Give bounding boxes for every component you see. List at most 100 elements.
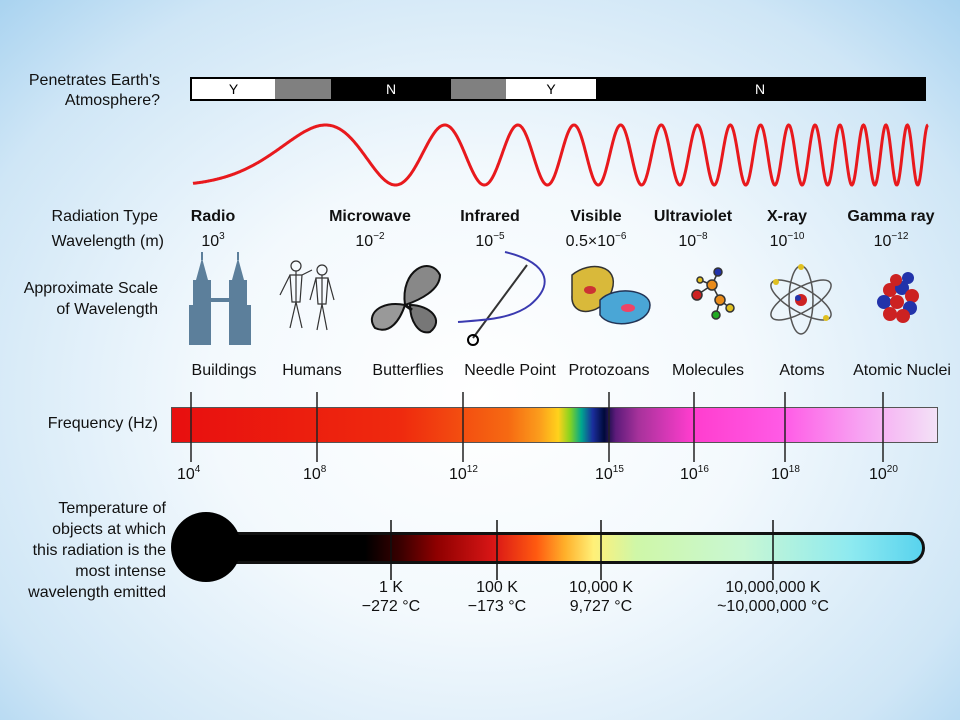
- frequency-exponent: 15: [612, 464, 624, 475]
- frequency-base: 10: [303, 466, 321, 483]
- radiation-type-name: Infrared: [460, 208, 520, 225]
- atmosphere-segment: N: [596, 79, 924, 99]
- wavelength-exponent: −5: [493, 231, 505, 242]
- wavelength-base: 10: [201, 233, 220, 250]
- radiation-type-name: Ultraviolet: [653, 208, 733, 225]
- frequency-tick-label: 1012: [449, 464, 478, 484]
- frequency-base: 10: [449, 466, 467, 483]
- atmosphere-segment: [451, 79, 506, 99]
- wavelength-value: 10−10: [769, 231, 805, 251]
- scale-name: Buildings: [191, 362, 257, 379]
- frequency-exponent: 20: [886, 464, 898, 475]
- frequency-tick-label: 104: [177, 464, 201, 484]
- wavelength-exponent: −2: [373, 231, 385, 242]
- temperature-label-line1: Temperature of: [58, 500, 166, 517]
- wavelength-exponent: −10: [787, 231, 805, 242]
- wavelength-exponent: 3: [219, 231, 225, 242]
- temperature-kelvin: 10,000 K: [568, 579, 634, 596]
- temperature-ticks: [390, 520, 774, 580]
- scale-name: Atoms: [779, 362, 825, 379]
- temperature-celsius: −173 °C: [467, 598, 527, 615]
- frequency-base: 10: [680, 466, 698, 483]
- wavelength-exponent: −8: [696, 231, 708, 242]
- temperature-label-line5: wavelength emitted: [28, 584, 166, 601]
- temperature-celsius: 9,727 °C: [569, 598, 633, 615]
- protozoan-icon: [571, 265, 651, 325]
- temperature-label-line2: objects at which: [52, 521, 166, 538]
- frequency-exponent: 16: [697, 464, 709, 475]
- frequency-exponent: 4: [194, 464, 201, 475]
- radiation-type-name: Visible: [570, 208, 622, 225]
- frequency-base: 10: [595, 466, 613, 483]
- scale-name: Protozoans: [568, 362, 650, 379]
- wavelength-value: 10−12: [873, 231, 909, 251]
- wavelength-base: 10: [678, 233, 697, 250]
- radiation-type-name: Microwave: [329, 208, 411, 225]
- temperature-kelvin: 100 K: [476, 579, 518, 596]
- scale-label-line1: Approximate Scale: [23, 280, 158, 297]
- wavelength-base: 10: [769, 233, 788, 250]
- frequency-tick-label: 1016: [680, 464, 709, 484]
- wavelength-value: 10−5: [475, 231, 505, 251]
- temperature-label-line3: this radiation is the: [32, 542, 166, 559]
- wavelength-value: 103: [201, 231, 225, 251]
- radiation-type-name: X-ray: [766, 208, 808, 225]
- temperature-kelvin: 10,000,000 K: [725, 579, 821, 596]
- nucleus-icon: [877, 272, 919, 323]
- buildings-icon: [189, 252, 251, 345]
- thermometer-tube: [205, 532, 925, 564]
- scale-name: Butterflies: [372, 362, 444, 379]
- scale-name: Humans: [282, 362, 342, 379]
- atmosphere-segment: [275, 79, 331, 99]
- radiation-type-name: Gamma ray: [847, 208, 935, 225]
- wavelength-base: 0.5×10: [565, 233, 615, 250]
- wavelength-label: Wavelength (m): [51, 233, 164, 250]
- atmosphere-segment: Y: [506, 79, 596, 99]
- frequency-label: Frequency (Hz): [47, 415, 158, 432]
- scale-name: Atomic Nuclei: [853, 362, 951, 379]
- wavelength-base: 10: [873, 233, 892, 250]
- frequency-exponent: 12: [466, 464, 478, 475]
- wavelength-exponent: −6: [614, 231, 627, 242]
- radiation-type-label: Radiation Type: [51, 208, 158, 225]
- scale-name: Needle Point: [464, 362, 556, 379]
- temperature-label-line4: most intense: [75, 563, 166, 580]
- scale-label-line2: of Wavelength: [56, 301, 158, 318]
- wavelength-exponent: −12: [891, 231, 909, 242]
- wavelength-wave: [192, 123, 929, 187]
- atmosphere-segment: Y: [192, 79, 275, 99]
- atmosphere-segment: N: [331, 79, 451, 99]
- atmosphere-label-line1: Penetrates Earth's: [28, 72, 160, 89]
- scale-name: Molecules: [671, 362, 745, 379]
- frequency-tick-label: 1018: [771, 464, 800, 484]
- temperature-label: Temperature of objects at which this rad…: [6, 498, 166, 603]
- radiation-type-name: Radio: [190, 208, 236, 225]
- temperature-celsius: −272 °C: [361, 598, 421, 615]
- frequency-ticks: [190, 392, 884, 462]
- frequency-base: 10: [869, 466, 887, 483]
- needle-icon: [457, 251, 546, 346]
- atom-icon: [770, 264, 832, 335]
- frequency-tick-label: 108: [303, 464, 327, 484]
- temperature-kelvin: 1 K: [378, 579, 404, 596]
- frequency-base: 10: [771, 466, 789, 483]
- frequency-bar: [171, 407, 938, 443]
- atmosphere-label: Penetrates Earth's Atmosphere?: [10, 71, 160, 111]
- wavelength-base: 10: [475, 233, 494, 250]
- frequency-exponent: 8: [320, 464, 327, 475]
- wavelength-value: 10−8: [678, 231, 708, 251]
- frequency-tick-label: 1020: [869, 464, 898, 484]
- frequency-base: 10: [177, 466, 195, 483]
- wavelength-base: 10: [355, 233, 374, 250]
- molecule-icon: [691, 267, 735, 320]
- thermometer-bulb: [171, 512, 241, 582]
- temperature-celsius: ~10,000,000 °C: [717, 598, 829, 615]
- frequency-tick-label: 1015: [595, 464, 624, 484]
- butterfly-icon: [370, 265, 442, 334]
- atmosphere-label-line2: Atmosphere?: [64, 92, 160, 109]
- frequency-exponent: 18: [788, 464, 800, 475]
- scale-label: Approximate Scale of Wavelength: [0, 278, 158, 320]
- wavelength-value: 0.5×10−6: [565, 231, 627, 251]
- scale-icons: [189, 251, 919, 346]
